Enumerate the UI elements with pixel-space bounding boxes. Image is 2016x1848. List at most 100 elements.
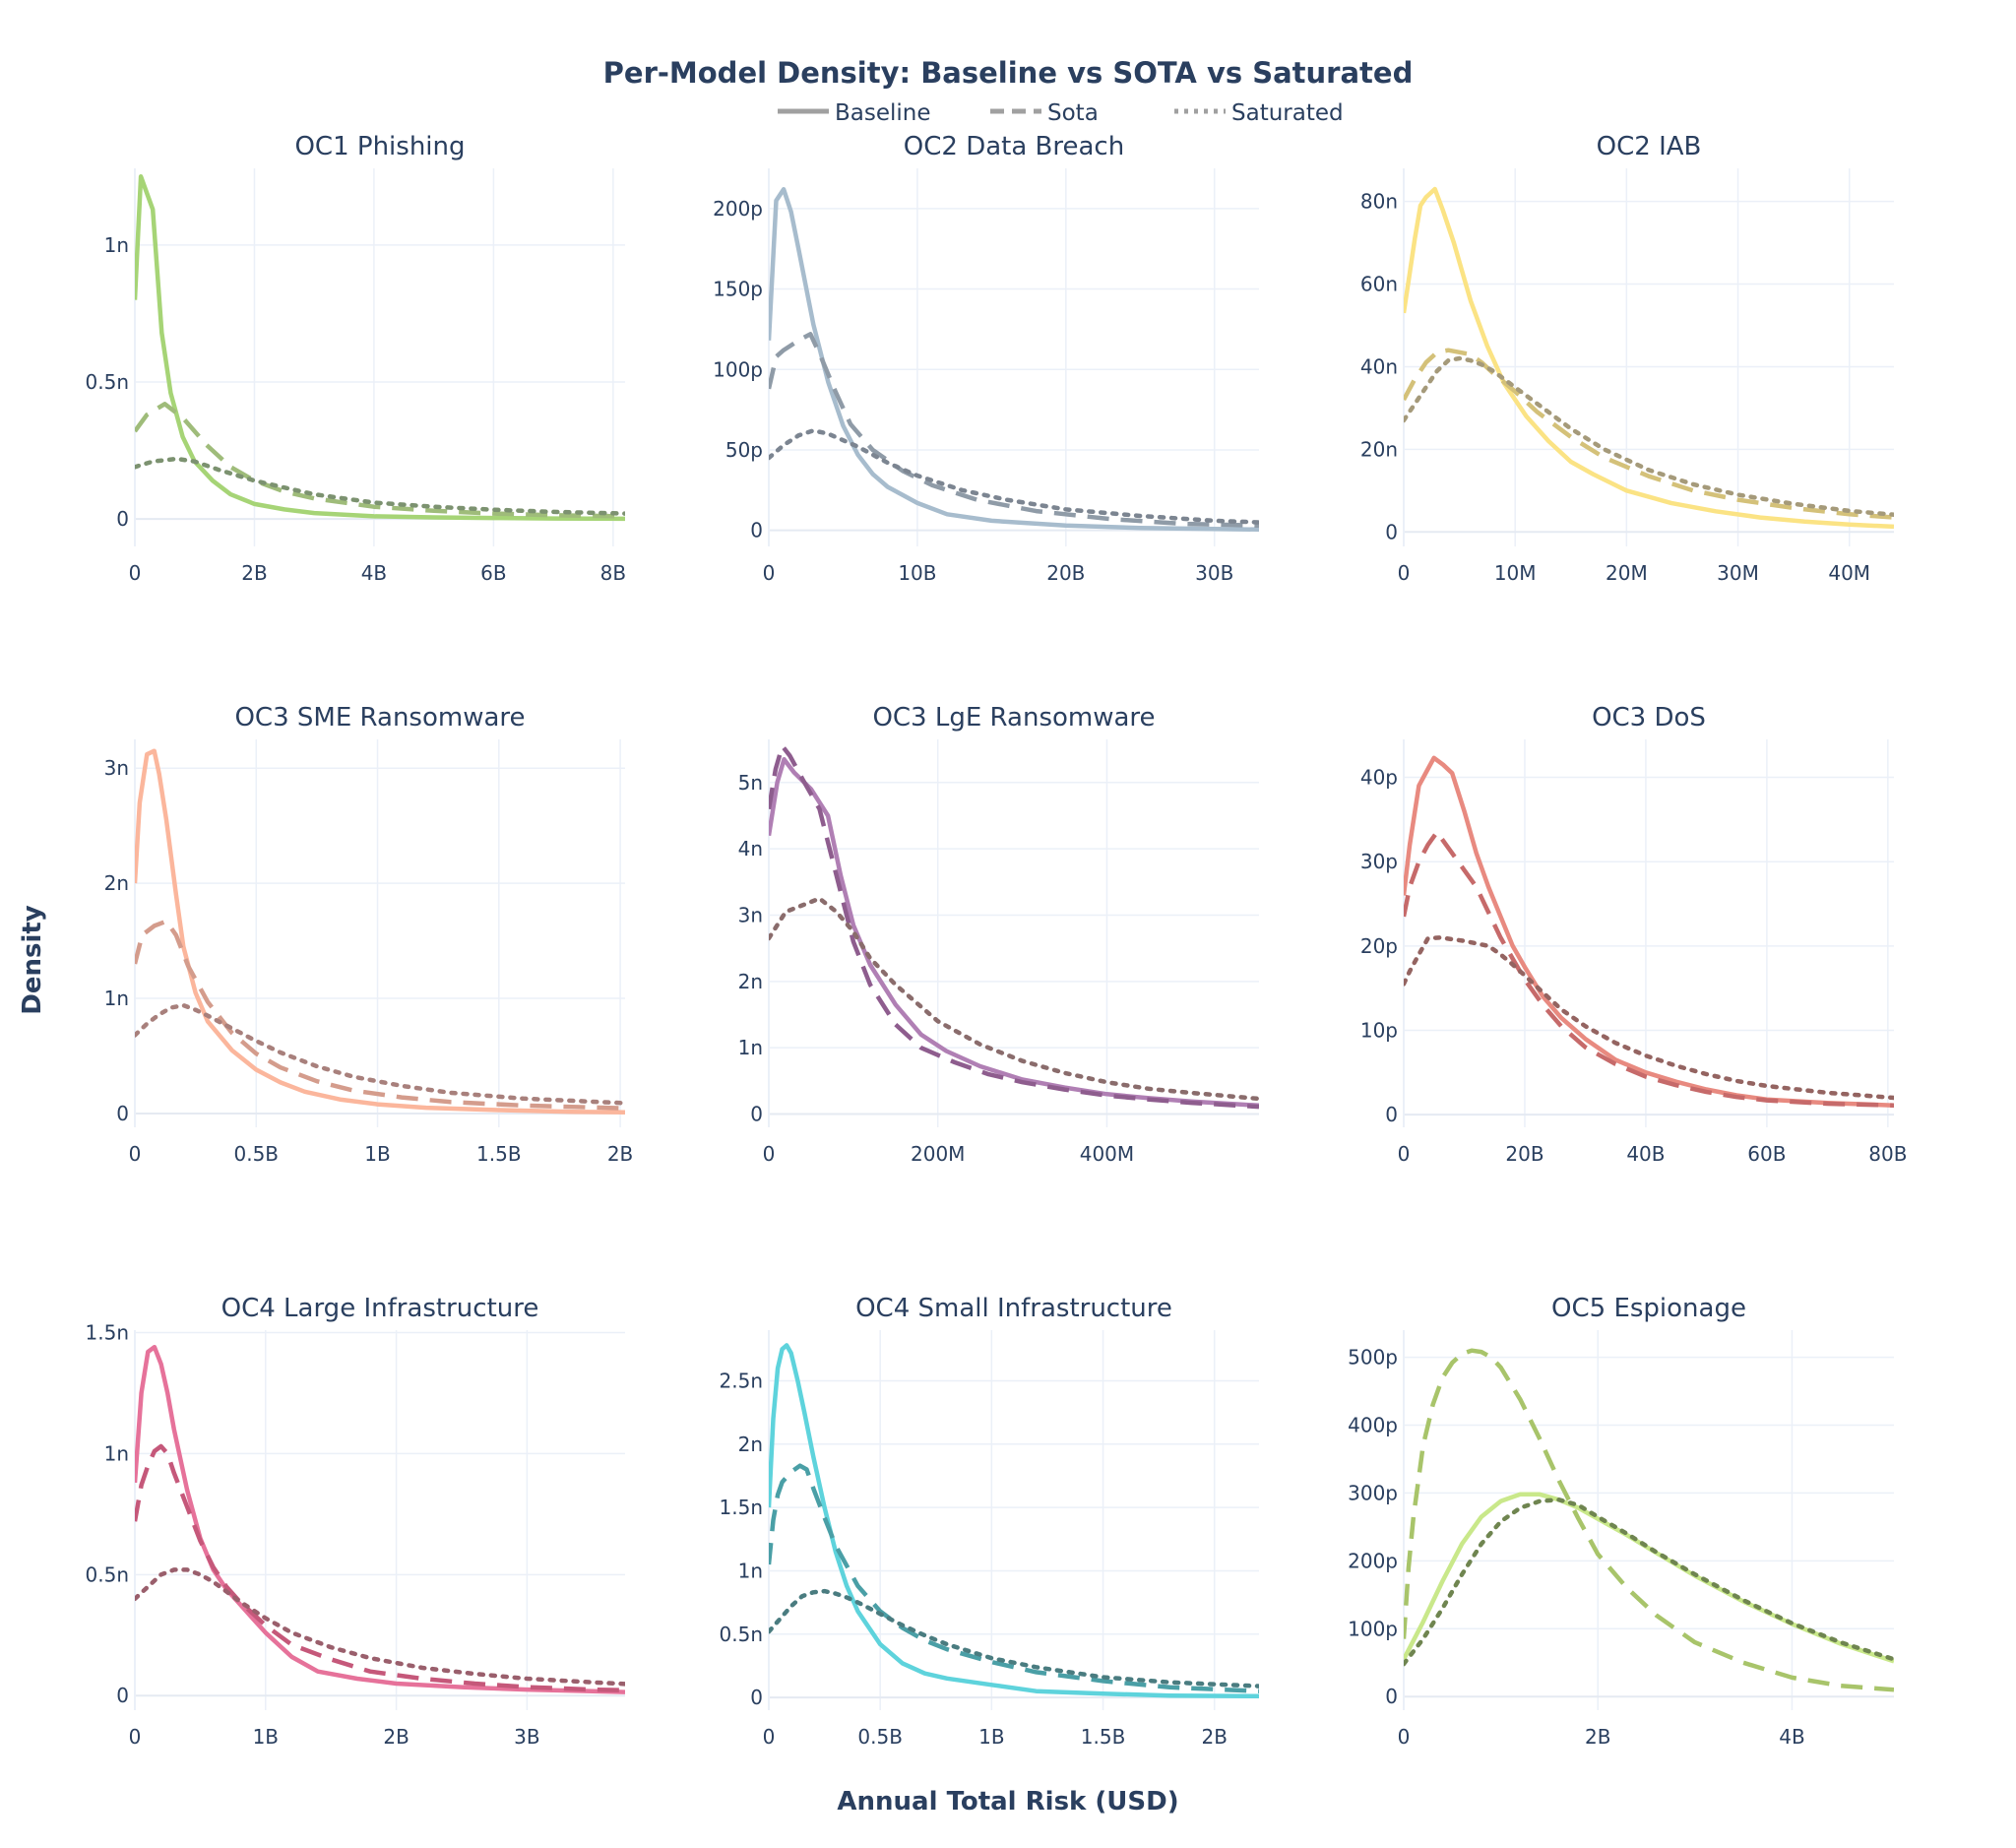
x-axis-title: Annual Total Risk (USD) — [837, 1787, 1178, 1816]
series-line-oc2-iab-sota — [1404, 348, 1894, 520]
x-tick-label: 20B — [1046, 561, 1085, 585]
subplot-title-oc1-phishing: OC1 Phishing — [294, 132, 465, 161]
subplot-title-oc3-dos: OC3 DoS — [1592, 703, 1706, 733]
y-tick-label: 5n — [738, 771, 763, 795]
x-tick-label: 0 — [1398, 561, 1411, 585]
panel-oc2-iab: 0 10M 20M 30M 40M 0 20n 40n 60n 80n OC2 IAB — [1360, 132, 1894, 585]
y-tick-label: 200p — [713, 197, 763, 221]
y-tick-label: 1n — [738, 1559, 763, 1582]
y-tick-label: 3n — [104, 756, 129, 780]
x-tick-label: 0 — [1398, 1142, 1411, 1166]
subplot-title-oc5-espionage: OC5 Espionage — [1551, 1294, 1746, 1323]
series-line-oc3-lge-ransomware-baseline — [769, 756, 1259, 1109]
x-tick-label: 1B — [253, 1725, 279, 1749]
legend-item-sota[interactable]: Sota — [990, 100, 1099, 126]
y-tick-label: 4n — [738, 837, 763, 860]
x-tick-label: 8B — [600, 561, 626, 585]
subplot-title-oc3-sme-ransomware: OC3 SME Ransomware — [234, 703, 525, 733]
y-tick-label: 2n — [104, 871, 129, 895]
subplot-grid: 0 2B 4B 6B 8B 0 0.5n 1n OC1 Phishing 0 10B 20B 30B 0 5… — [86, 132, 1908, 1749]
y-tick-label: 0.5n — [86, 1562, 129, 1586]
subplot-title-oc2-iab: OC2 IAB — [1597, 132, 1702, 161]
panel-oc4-small-infrastructure: 0 0.5B 1B 1.5B 2B 0 0.5n 1n 1.5n 2n 2.5n OC4 Small … — [720, 1294, 1259, 1749]
x-tick-label: 2B — [1585, 1725, 1610, 1749]
panel-oc4-large-infrastructure: 0 1B 2B 3B 0 0.5n 1n 1.5n OC4 Large Infrastructu… — [86, 1294, 625, 1749]
legend: Baseline Sota Saturated — [778, 100, 1344, 126]
legend-label-sota: Sota — [1047, 100, 1099, 126]
series-line-oc4-large-infrastructure-sota — [135, 1443, 625, 1693]
x-tick-label: 0 — [129, 561, 142, 585]
y-tick-label: 150p — [713, 278, 763, 301]
y-tick-label: 0 — [116, 507, 129, 531]
x-tick-label: 0 — [763, 561, 776, 585]
subplot-title-oc4-large-infrastructure: OC4 Large Infrastructure — [221, 1294, 539, 1323]
y-tick-label: 100p — [713, 357, 763, 381]
series-line-oc1-phishing-baseline — [135, 174, 625, 522]
legend-label-baseline: Baseline — [835, 100, 931, 126]
x-tick-label: 0 — [129, 1142, 142, 1166]
x-tick-label: 2B — [241, 561, 267, 585]
x-tick-label: 10B — [898, 561, 936, 585]
series-line-oc3-sme-ransomware-baseline — [135, 748, 625, 1115]
series-line-oc4-large-infrastructure-saturated — [135, 1567, 625, 1687]
y-tick-label: 0 — [116, 1684, 129, 1707]
y-tick-label: 0 — [750, 1103, 763, 1126]
y-tick-label: 2n — [738, 970, 763, 993]
y-tick-label: 0.5n — [86, 370, 129, 394]
x-tick-label: 0 — [763, 1725, 776, 1749]
series-line-oc1-phishing-saturated — [135, 456, 625, 516]
series-line-oc3-sme-ransomware-sota — [135, 919, 625, 1111]
series-line-oc2-data-breach-saturated — [769, 428, 1259, 525]
y-tick-label: 2.5n — [720, 1369, 763, 1392]
series-line-oc4-small-infrastructure-sota — [769, 1463, 1259, 1693]
y-tick-label: 1n — [738, 1036, 763, 1059]
panel-oc5-espionage: 0 2B 4B 0 100p 200p 300p 400p 500p OC5 Espionage — [1348, 1294, 1894, 1749]
y-axis-title: Density — [18, 905, 47, 1015]
series-line-oc2-data-breach-sota — [769, 332, 1259, 529]
y-tick-label: 10p — [1360, 1019, 1398, 1043]
series-line-oc1-phishing-sota — [135, 402, 625, 519]
y-tick-label: 0 — [1385, 520, 1398, 543]
series-line-oc3-dos-baseline — [1404, 755, 1894, 1108]
panel-oc2-data-breach: 0 10B 20B 30B 0 50p 100p 150p 200p OC2 Data Breac… — [713, 132, 1259, 585]
y-tick-label: 20p — [1360, 934, 1398, 958]
subplot-title-oc3-lge-ransomware: OC3 LgE Ransomware — [872, 703, 1155, 733]
x-tick-label: 1.5B — [476, 1142, 522, 1166]
y-tick-label: 1.5n — [86, 1320, 129, 1344]
y-tick-label: 40n — [1360, 354, 1398, 378]
y-tick-label: 0 — [750, 1686, 763, 1709]
x-tick-label: 20B — [1505, 1142, 1544, 1166]
legend-label-saturated: Saturated — [1231, 100, 1344, 126]
x-tick-label: 4B — [361, 561, 387, 585]
series-line-oc5-espionage-saturated — [1404, 1498, 1894, 1667]
x-tick-label: 30M — [1717, 561, 1759, 585]
x-tick-label: 0 — [129, 1725, 142, 1749]
x-tick-label: 1.5B — [1081, 1725, 1126, 1749]
x-tick-label: 30B — [1195, 561, 1233, 585]
series-line-oc2-data-breach-baseline — [769, 186, 1259, 533]
y-tick-label: 1.5n — [720, 1496, 763, 1519]
x-tick-label: 0 — [1398, 1725, 1411, 1749]
x-tick-label: 1B — [978, 1725, 1004, 1749]
legend-item-baseline[interactable]: Baseline — [778, 100, 931, 126]
y-tick-label: 200p — [1348, 1549, 1398, 1572]
subplot-title-oc4-small-infrastructure: OC4 Small Infrastructure — [855, 1294, 1172, 1323]
y-tick-label: 60n — [1360, 273, 1398, 296]
y-tick-label: 80n — [1360, 190, 1398, 214]
y-tick-label: 1n — [104, 1441, 129, 1465]
series-line-oc3-dos-saturated — [1404, 935, 1894, 1101]
y-tick-label: 50p — [725, 438, 763, 462]
y-tick-label: 30p — [1360, 850, 1398, 873]
y-tick-label: 400p — [1348, 1414, 1398, 1437]
y-tick-label: 0 — [1385, 1685, 1398, 1708]
y-tick-label: 0 — [116, 1102, 129, 1125]
x-tick-label: 400M — [1080, 1142, 1134, 1166]
y-tick-label: 0 — [750, 519, 763, 542]
y-tick-label: 2n — [738, 1433, 763, 1456]
x-tick-label: 60B — [1747, 1142, 1786, 1166]
x-tick-label: 20M — [1606, 561, 1648, 585]
legend-item-saturated[interactable]: Saturated — [1174, 100, 1344, 126]
x-tick-label: 2B — [1202, 1725, 1228, 1749]
y-tick-label: 1n — [104, 987, 129, 1010]
